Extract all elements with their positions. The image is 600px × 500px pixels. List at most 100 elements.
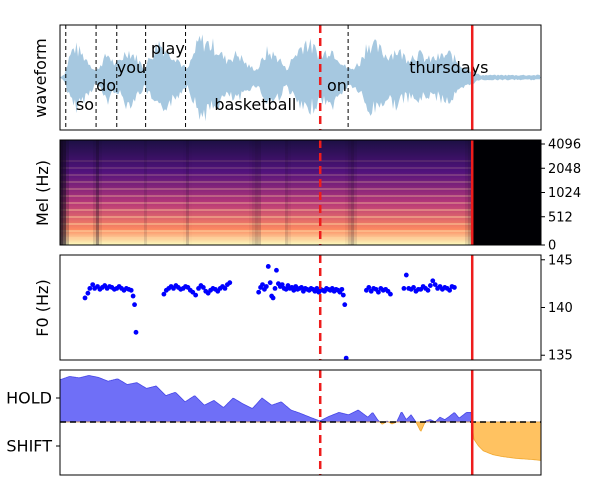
f0-point [339,286,345,292]
f0-point [427,283,433,288]
f0-axes-frame [59,254,542,361]
mel-ytick-label: 2048 [548,162,581,177]
mel-ytick-label: 1024 [548,186,581,201]
turn-taking-axes-frame [59,369,542,476]
mel-harmonic-band [60,202,473,204]
mel-low-energy-column [345,140,348,245]
mel-low-energy-column [96,140,99,245]
f0-point [263,284,269,289]
f0-point [274,267,279,273]
mel-low-energy-column [144,140,147,245]
mel-spectrogram-panel: Mel (Hz) 0 512 1024 2048 4096 [33,138,581,254]
mel-silence-region [472,140,541,245]
mel-low-energy-column [99,140,102,245]
mel-harmonic-band [60,174,473,176]
word-label-on: on [327,76,347,95]
word-label-do: do [96,76,116,95]
mel-harmonic-band [60,181,473,183]
f0-point [85,290,91,296]
mel-low-energy-column [93,140,96,245]
mel-ytick-label: 4096 [548,138,581,153]
mel-background [60,140,541,245]
word-label-play: play [151,39,185,58]
mel-harmonic-band [60,167,473,169]
f0-ytick-label: 145 [548,253,573,268]
turn-taking-panel: HOLD SHIFT [6,369,542,476]
word-label-thursdays: thursdays [409,58,488,77]
f0-point [452,285,457,290]
f0-point [401,286,407,291]
mel-low-energy-column [465,140,468,245]
mel-harmonic-band [60,237,473,239]
f0-point [388,291,393,297]
mel-low-energy-column [183,140,186,245]
f0-point [132,302,137,308]
f0-point [133,329,139,335]
mel-harmonic-band [60,195,473,197]
mel-low-energy-column [60,140,63,245]
f0-point [376,289,381,295]
f0-point [87,286,93,291]
turn-taking-ytick-label-shift: SHIFT [6,437,52,456]
f0-point [161,291,167,297]
f0-point [299,285,304,290]
f0-point [340,292,346,298]
f0-point [270,295,276,301]
f0-point [128,287,134,293]
mel-low-energy-column [189,140,192,245]
mel-low-energy-column [258,140,261,245]
f0-point [82,295,88,301]
f0-point [272,286,278,291]
mel-low-energy-column [285,140,288,245]
f0-point [193,292,199,298]
mel-low-energy-column [249,140,252,245]
mel-low-energy-column [252,140,255,245]
word-label-basketball: basketball [214,95,296,114]
mel-low-energy-column [468,140,471,245]
mel-low-energy-column [354,140,357,245]
f0-point [447,287,453,293]
f0-point [256,289,262,295]
mel-low-energy-column [255,140,258,245]
f0-point [291,287,297,293]
f0-point [90,282,96,287]
waveform-axes-frame [59,24,542,131]
f0-point [283,286,289,292]
mel-low-energy-column [63,140,66,245]
f0-point [279,282,285,287]
f0-point [265,264,271,269]
mel-harmonic-band [60,160,473,162]
f0-point [430,278,436,284]
f0-point [366,285,372,290]
hold-area [60,375,541,423]
mel-low-energy-column [288,140,291,245]
mel-low-energy-column [351,140,354,245]
shift-area [60,421,541,461]
f0-point [425,287,431,293]
f0-point [260,282,265,287]
f0-point [200,285,206,290]
mel-harmonic-band [60,188,473,190]
f0-ytick-label: 140 [548,301,573,316]
f0-point [411,285,416,290]
mel-low-energy-column [186,140,189,245]
mel-ytick-label: 512 [548,210,573,225]
f0-point [403,272,409,278]
mel-ylabel: Mel (Hz) [33,160,52,226]
mel-harmonic-band [60,209,473,211]
f0-point [130,293,136,299]
mel-ytick-label: 0 [548,239,556,254]
waveform-ylabel: waveform [31,38,50,118]
f0-ylabel: F0 (Hz) [33,279,52,336]
f0-point [432,282,438,287]
f0-point [314,286,320,291]
f0-point [267,280,273,286]
mel-low-energy-column [348,140,351,245]
f0-point [342,302,348,308]
word-label-so: so [76,95,94,114]
mel-harmonic-band [60,230,473,232]
mel-harmonic-band [60,223,473,225]
f0-ytick-label: 135 [548,349,573,364]
